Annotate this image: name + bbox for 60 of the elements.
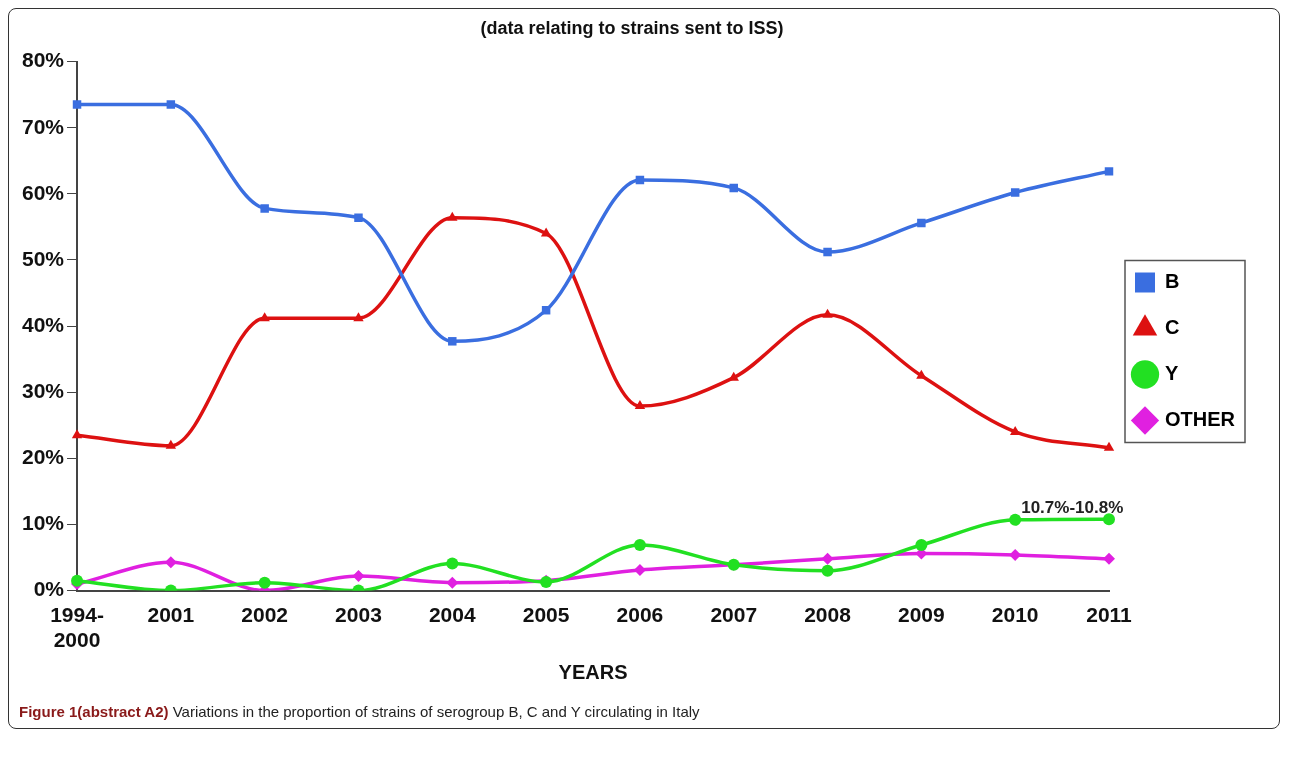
- point: [1010, 188, 1020, 197]
- point: [540, 227, 552, 237]
- y-tick-label: 50%: [22, 246, 65, 270]
- x-tick-label: 2005: [522, 603, 570, 626]
- point: [916, 369, 927, 379]
- point: [1103, 441, 1115, 451]
- point: [447, 211, 458, 221]
- point: [633, 538, 646, 551]
- y-tick-label: 80%: [22, 48, 65, 72]
- chart-title: (data relating to strains sent to ISS): [480, 17, 784, 38]
- point: [354, 213, 363, 222]
- point: [260, 204, 269, 213]
- point: [166, 100, 176, 109]
- x-tick-label: 2011: [1086, 603, 1133, 626]
- point: [821, 552, 834, 565]
- point: [915, 538, 928, 551]
- point: [353, 312, 364, 322]
- legend-label: B: [1165, 270, 1180, 293]
- point: [1009, 513, 1022, 526]
- x-tick-label: 2002: [241, 603, 289, 626]
- y-tick-label: 30%: [22, 379, 65, 403]
- annotation: 10.7%-10.8%: [1021, 497, 1124, 517]
- x-axis-title: YEARS: [558, 660, 628, 683]
- y-tick-label: 70%: [22, 114, 65, 138]
- x-tick-label: 2004: [428, 603, 476, 626]
- x-tick-label: 2008: [804, 603, 852, 626]
- legend-label: Y: [1165, 362, 1179, 385]
- point: [822, 308, 833, 318]
- point: [634, 400, 646, 410]
- point: [1103, 552, 1115, 565]
- legend-label: OTHER: [1165, 408, 1236, 431]
- x-tick-label: 2007: [710, 603, 758, 626]
- point: [821, 564, 834, 577]
- point: [165, 439, 177, 449]
- point: [729, 183, 738, 193]
- y-tick-label: 10%: [22, 511, 65, 535]
- point: [1104, 167, 1114, 176]
- caption: Figure 1(abstract A2): [19, 703, 169, 720]
- point: [352, 570, 365, 583]
- point: [258, 576, 271, 589]
- point: [1103, 513, 1115, 526]
- y-tick-label: 20%: [22, 445, 65, 469]
- point: [72, 100, 82, 109]
- x-tick-label: 1994-2000: [50, 603, 104, 652]
- point: [446, 557, 459, 570]
- point: [448, 337, 457, 346]
- x-tick-label: 2001: [147, 603, 195, 626]
- y-tick-label: 40%: [22, 312, 65, 336]
- point: [823, 247, 832, 257]
- text: Variations in the proportion of strains of serogroup B, C and Y circulating in Italy: [172, 703, 700, 720]
- point: [71, 429, 83, 439]
- y-tick-label: 0%: [33, 577, 65, 601]
- legend-label: C: [1165, 316, 1180, 339]
- x-tick-label: 2010: [991, 603, 1039, 626]
- point: [259, 312, 270, 322]
- point: [917, 218, 926, 228]
- x-tick-label: 2006: [616, 603, 664, 626]
- x-tick-label: 2009: [898, 603, 945, 626]
- x-tick-label: 2003: [335, 603, 382, 626]
- y-tick-label: 60%: [22, 180, 65, 204]
